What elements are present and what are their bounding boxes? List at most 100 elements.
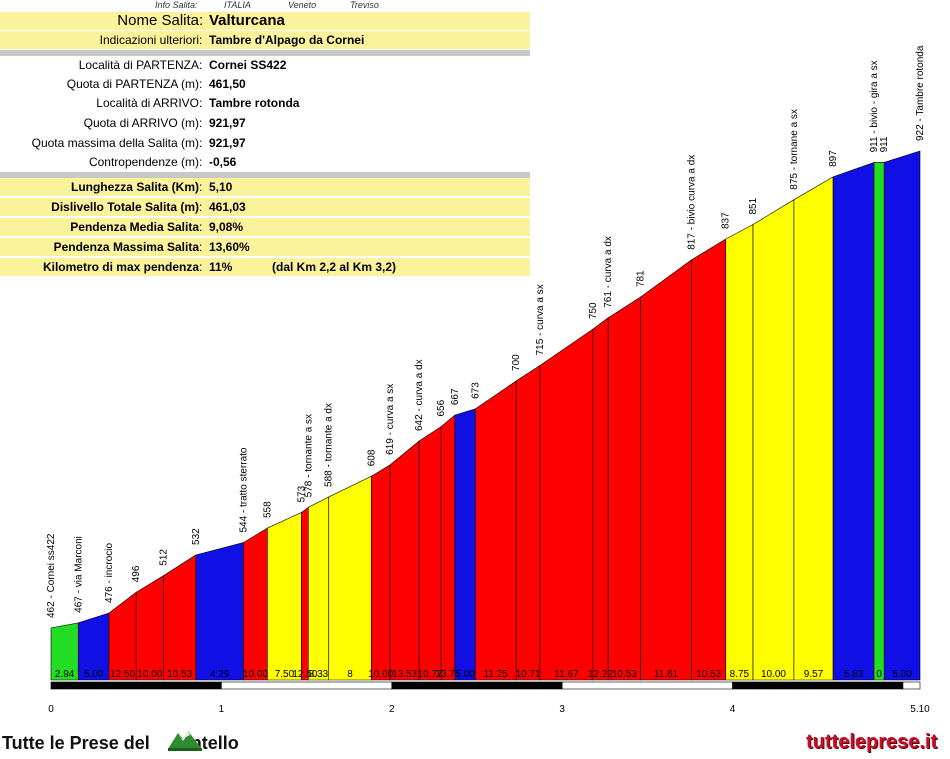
- lunghezza-colon: :: [199, 180, 203, 194]
- point-label: 656: [436, 399, 447, 416]
- indicazioni-label: Indicazioni ulteriori: [99, 33, 199, 47]
- indicazioni-value: Tambre d'Alpago da Cornei: [209, 33, 365, 47]
- nome-salita-label: Nome Salita: [117, 12, 199, 29]
- pendenza-max-colon: :: [199, 240, 203, 254]
- profile-segment: [752, 199, 795, 681]
- localita-partenza-label: Località di PARTENZA: [78, 58, 199, 72]
- km-bar-segment: [732, 681, 904, 690]
- profile-segment: [515, 364, 541, 681]
- point-label: 462 - Cornei ss422: [46, 533, 57, 618]
- pendenza-max-value: 13,60%: [209, 240, 250, 254]
- point-label: 544 - tratto sterrato: [239, 447, 250, 532]
- x-tick-label: 5.10: [910, 704, 930, 715]
- profile-segment: [725, 224, 754, 681]
- grade-label: 10.53: [696, 669, 721, 680]
- grade-label: 12.22: [588, 669, 613, 680]
- mountain-logo-icon: [168, 731, 202, 751]
- row-dislivello: Dislivello Totale Salita (m) : 461,03: [0, 198, 530, 217]
- point-label: 750: [588, 302, 599, 319]
- profile-segment: [454, 408, 476, 681]
- quota-partenza-value: 461,50: [209, 77, 246, 91]
- grade-label: 0: [876, 669, 882, 680]
- grade-labels: 2.94 5.00 12.50 10.00 10.53 4.29 10.00 7.5012.5…: [55, 669, 912, 680]
- grade-label: 10.00: [761, 669, 786, 680]
- profile-segment: [440, 414, 456, 681]
- profile-segment: [195, 542, 244, 681]
- indicazioni-colon: :: [199, 33, 203, 47]
- point-label: 761 - curva a dx: [603, 236, 614, 308]
- country-label: ITALIA: [224, 0, 251, 10]
- profile-segment: [793, 176, 834, 681]
- dislivello-value: 461,03: [209, 200, 246, 214]
- profile-segment: [873, 162, 885, 681]
- profile-segment: [640, 259, 692, 681]
- point-label: 715 - curva a sx: [535, 284, 546, 355]
- grade-label: 7.50: [275, 669, 295, 680]
- point-label: 608: [366, 449, 377, 466]
- grade-label: 10.53: [167, 669, 192, 680]
- quota-arrivo-label: Quota di ARRIVO (m): [83, 116, 199, 130]
- profile-segment: [163, 554, 197, 681]
- row-localita-arrivo: Località di ARRIVO : Tambre rotonda: [0, 94, 530, 113]
- point-label: 875 - tornane a sx: [789, 109, 800, 190]
- contropendenze-colon: :: [199, 155, 203, 169]
- x-tick-label: 4: [730, 704, 736, 715]
- profile-segment: [371, 464, 391, 681]
- km-bar-segment: [50, 681, 222, 690]
- point-label: 837: [721, 212, 732, 229]
- x-tick-label: 1: [219, 704, 225, 715]
- point-label: 619 - curva a sx: [385, 384, 396, 455]
- km-max-note: (dal Km 2,2 al Km 3,2): [272, 260, 397, 274]
- pendenza-media-colon: :: [199, 220, 203, 234]
- km-bar-segment: [902, 681, 921, 690]
- profile-segment: [832, 161, 875, 681]
- profile-segment: [108, 591, 137, 681]
- profile-segment: [418, 425, 442, 681]
- point-label: 467 - via Marconi: [73, 536, 84, 613]
- row-contropendenze: Contropendenze (m) : -0,56: [0, 153, 530, 172]
- footer-site-url: tutteleprese.it: [806, 731, 938, 753]
- grade-label: 5.00: [455, 669, 475, 680]
- point-label: 922 - Tambre rotonda: [915, 45, 926, 141]
- row-pendenza-media: Pendenza Media Salita : 9,08%: [0, 218, 530, 237]
- profile-segment: [474, 380, 517, 681]
- quota-partenza-colon: :: [199, 77, 203, 91]
- localita-arrivo-colon: :: [199, 96, 203, 110]
- km-max-label: Kilometro di max pendenza: [42, 260, 199, 274]
- km-bar-segment: [221, 681, 393, 690]
- point-labels: 462 - Cornei ss422 467 - via Marconi 476 -…: [46, 45, 926, 618]
- row-quota-max: Quota massima della Salita (m) : 921,97: [0, 134, 530, 153]
- localita-partenza-value: Cornei SS422: [209, 58, 287, 72]
- point-label: 817 - bivio curva a dx: [687, 155, 698, 250]
- profile-segment: [135, 575, 164, 681]
- point-label: 911 - bivio - gira a sx: [869, 60, 880, 152]
- footer-left-text: Tutte le Prese del: [2, 733, 150, 753]
- quota-arrivo-colon: :: [199, 116, 203, 130]
- x-tick-label: 2: [389, 704, 395, 715]
- lunghezza-value: 5,10: [209, 180, 233, 194]
- point-label: 673: [470, 382, 481, 399]
- grade-label: 13.53: [392, 669, 417, 680]
- info-separator-1: [0, 50, 530, 56]
- info-salita-label: Info Salita:: [155, 0, 198, 10]
- km-max-colon: :: [199, 260, 203, 274]
- point-label: 642 - curva a dx: [414, 359, 425, 431]
- dislivello-label: Dislivello Totale Salita (m): [51, 200, 199, 214]
- profile-segment: [301, 506, 309, 681]
- x-tick-label: 3: [559, 704, 565, 715]
- contropendenze-label: Contropendenze (m): [88, 155, 199, 169]
- nome-salita-colon: :: [199, 12, 204, 29]
- grade-label: 12.50: [292, 669, 317, 680]
- point-label: 512: [158, 549, 169, 566]
- km-bar-segment: [561, 681, 733, 690]
- quota-arrivo-value: 921,97: [209, 116, 246, 130]
- localita-arrivo-value: Tambre rotonda: [209, 96, 300, 110]
- grade-label: 12.50: [110, 669, 135, 680]
- profile-segment: [243, 527, 268, 681]
- profile-segment: [691, 238, 727, 681]
- point-label: 573: [296, 485, 307, 502]
- point-label: 911: [879, 136, 890, 152]
- point-label: 851: [748, 197, 759, 214]
- km-max-value: 11%: [209, 260, 233, 274]
